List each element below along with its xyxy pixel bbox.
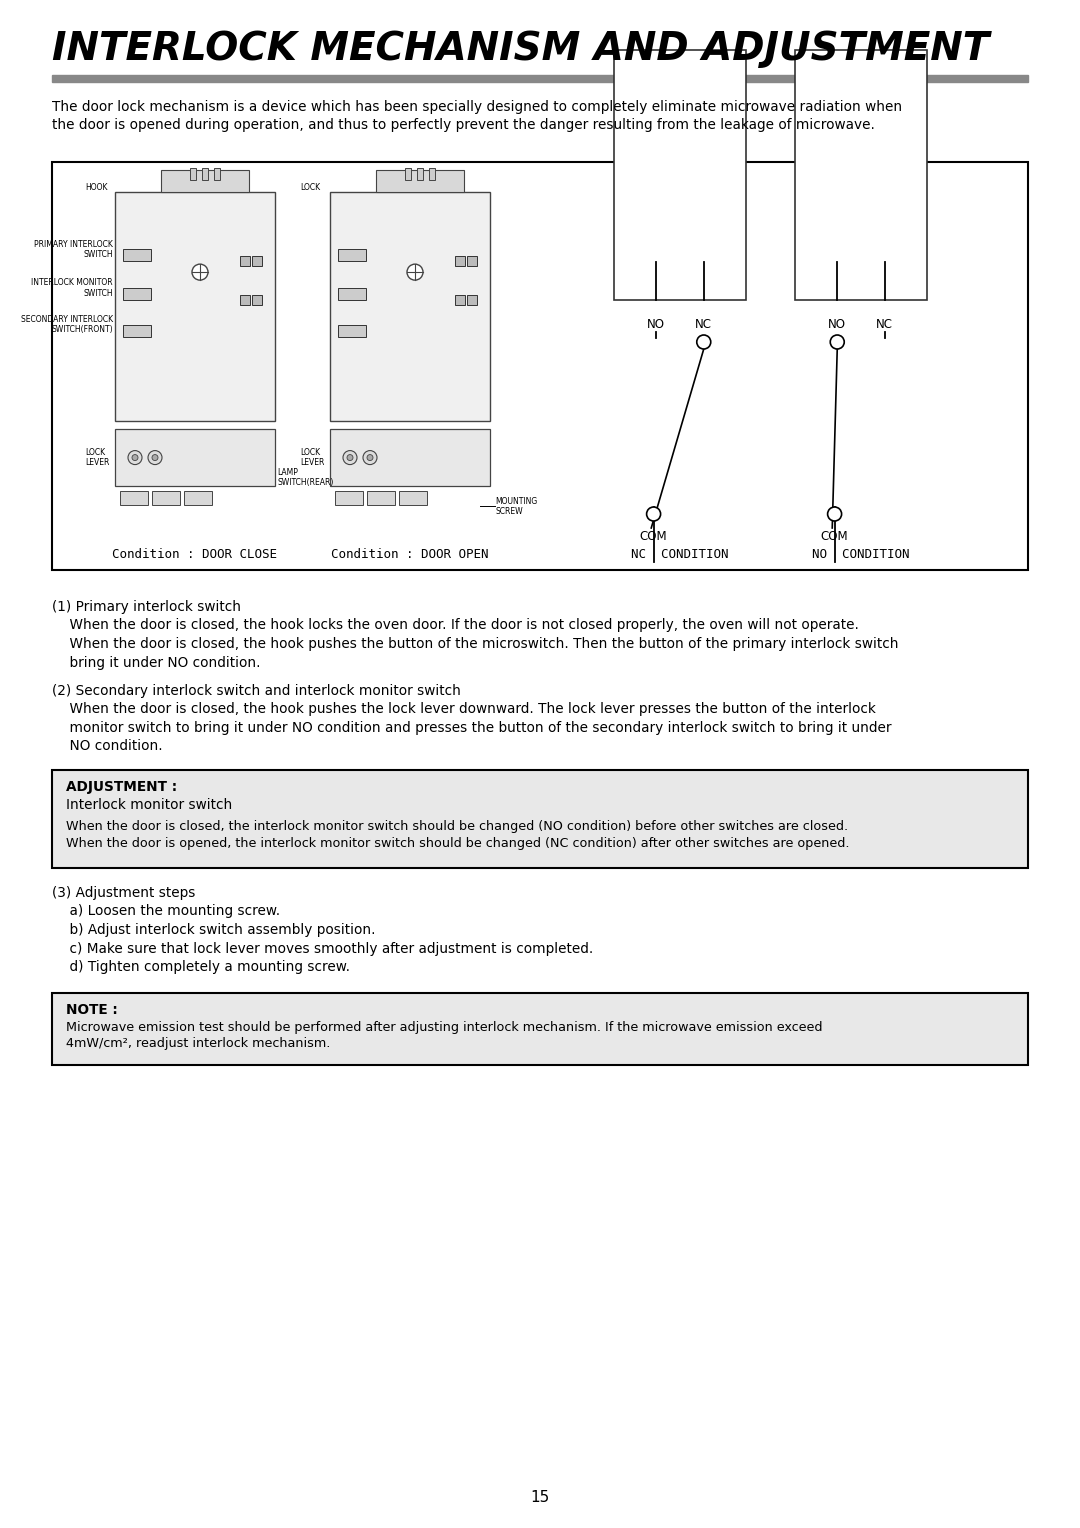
Text: (3) Adjustment steps: (3) Adjustment steps xyxy=(52,886,195,900)
Text: c) Make sure that lock lever moves smoothly after adjustment is completed.: c) Make sure that lock lever moves smoot… xyxy=(52,941,593,955)
Text: SECONDARY INTERLOCK
SWITCH(FRONT): SECONDARY INTERLOCK SWITCH(FRONT) xyxy=(21,315,113,335)
Bar xyxy=(240,257,249,266)
Text: When the door is opened, the interlock monitor switch should be changed (NC cond: When the door is opened, the interlock m… xyxy=(66,837,850,850)
Circle shape xyxy=(367,454,373,460)
Bar xyxy=(330,193,490,420)
Circle shape xyxy=(148,451,162,465)
Bar xyxy=(338,249,366,261)
Bar xyxy=(405,168,411,180)
Text: NO condition.: NO condition. xyxy=(52,740,163,753)
Text: LOCK
LEVER: LOCK LEVER xyxy=(300,448,324,468)
Bar xyxy=(184,490,212,506)
Bar xyxy=(214,168,220,180)
Text: LAMP
SWITCH(REAR): LAMP SWITCH(REAR) xyxy=(276,468,334,487)
Text: INTERLOCK MONITOR
SWITCH: INTERLOCK MONITOR SWITCH xyxy=(31,278,113,298)
Text: NC  CONDITION: NC CONDITION xyxy=(631,549,729,561)
Text: 15: 15 xyxy=(530,1490,550,1505)
Bar xyxy=(429,168,435,180)
Bar xyxy=(252,295,262,306)
Text: the door is opened during operation, and thus to perfectly prevent the danger re: the door is opened during operation, and… xyxy=(52,118,875,131)
Bar xyxy=(114,193,275,420)
Text: HOOK: HOOK xyxy=(85,182,108,191)
Text: INTERLOCK MECHANISM AND ADJUSTMENT: INTERLOCK MECHANISM AND ADJUSTMENT xyxy=(52,31,989,69)
Bar xyxy=(615,50,746,299)
Circle shape xyxy=(343,451,357,465)
Circle shape xyxy=(152,454,158,460)
Bar xyxy=(795,50,927,299)
Text: When the door is closed, the interlock monitor switch should be changed (NO cond: When the door is closed, the interlock m… xyxy=(66,821,848,833)
Circle shape xyxy=(647,507,661,521)
Text: (1) Primary interlock switch: (1) Primary interlock switch xyxy=(52,601,241,614)
Text: Condition : DOOR CLOSE: Condition : DOOR CLOSE xyxy=(112,549,278,561)
Text: NO: NO xyxy=(828,318,847,332)
Bar xyxy=(114,429,275,486)
Bar xyxy=(367,490,395,506)
Bar xyxy=(338,289,366,299)
Bar xyxy=(52,162,1028,570)
Bar xyxy=(455,257,465,266)
Bar xyxy=(161,170,249,193)
Bar xyxy=(52,993,1028,1065)
Text: NO: NO xyxy=(647,318,665,332)
Text: LOCK: LOCK xyxy=(300,182,320,191)
Bar xyxy=(152,490,180,506)
Text: NOTE :: NOTE : xyxy=(66,1002,118,1016)
Bar xyxy=(467,295,477,306)
Text: Condition : DOOR OPEN: Condition : DOOR OPEN xyxy=(332,549,489,561)
Bar xyxy=(190,168,195,180)
Circle shape xyxy=(697,335,711,348)
Text: b) Adjust interlock switch assembly position.: b) Adjust interlock switch assembly posi… xyxy=(52,923,376,937)
Bar xyxy=(123,249,151,261)
Text: d) Tighten completely a mounting screw.: d) Tighten completely a mounting screw. xyxy=(52,960,350,973)
Text: Interlock monitor switch: Interlock monitor switch xyxy=(66,798,232,811)
Circle shape xyxy=(831,335,845,348)
Text: When the door is closed, the hook pushes the button of the microswitch. Then the: When the door is closed, the hook pushes… xyxy=(52,637,899,651)
Bar xyxy=(417,168,423,180)
Text: When the door is closed, the hook pushes the lock lever downward. The lock lever: When the door is closed, the hook pushes… xyxy=(52,703,876,717)
Bar xyxy=(120,490,148,506)
Text: PRIMARY INTERLOCK
SWITCH: PRIMARY INTERLOCK SWITCH xyxy=(35,240,113,258)
Circle shape xyxy=(363,451,377,465)
Bar xyxy=(52,75,1028,83)
Text: MOUNTING
SCREW: MOUNTING SCREW xyxy=(495,497,537,516)
Text: (2) Secondary interlock switch and interlock monitor switch: (2) Secondary interlock switch and inter… xyxy=(52,685,461,698)
Bar xyxy=(123,325,151,336)
Text: ADJUSTMENT :: ADJUSTMENT : xyxy=(66,779,177,795)
Text: 4mW/cm², readjust interlock mechanism.: 4mW/cm², readjust interlock mechanism. xyxy=(66,1038,330,1051)
Bar xyxy=(338,325,366,336)
Circle shape xyxy=(407,264,423,280)
Text: COM: COM xyxy=(821,530,849,542)
Circle shape xyxy=(827,507,841,521)
Text: NC: NC xyxy=(876,318,893,332)
Circle shape xyxy=(347,454,353,460)
Bar xyxy=(467,257,477,266)
Bar xyxy=(455,295,465,306)
Text: NO  CONDITION: NO CONDITION xyxy=(812,549,909,561)
Text: COM: COM xyxy=(639,530,667,542)
Bar xyxy=(252,257,262,266)
Circle shape xyxy=(129,451,141,465)
Text: bring it under NO condition.: bring it under NO condition. xyxy=(52,656,260,669)
Text: NC: NC xyxy=(696,318,713,332)
Bar xyxy=(376,170,464,193)
Text: a) Loosen the mounting screw.: a) Loosen the mounting screw. xyxy=(52,905,280,918)
Text: Microwave emission test should be performed after adjusting interlock mechanism.: Microwave emission test should be perfor… xyxy=(66,1021,823,1033)
Bar xyxy=(399,490,427,506)
Text: monitor switch to bring it under NO condition and presses the button of the seco: monitor switch to bring it under NO cond… xyxy=(52,721,891,735)
Bar xyxy=(52,770,1028,868)
Bar xyxy=(202,168,208,180)
Bar xyxy=(123,289,151,299)
Text: When the door is closed, the hook locks the oven door. If the door is not closed: When the door is closed, the hook locks … xyxy=(52,619,859,633)
Text: LOCK
LEVER: LOCK LEVER xyxy=(85,448,109,468)
Bar xyxy=(335,490,363,506)
Text: The door lock mechanism is a device which has been specially designed to complet: The door lock mechanism is a device whic… xyxy=(52,99,902,115)
Bar xyxy=(330,429,490,486)
Bar xyxy=(240,295,249,306)
Circle shape xyxy=(132,454,138,460)
Circle shape xyxy=(192,264,208,280)
